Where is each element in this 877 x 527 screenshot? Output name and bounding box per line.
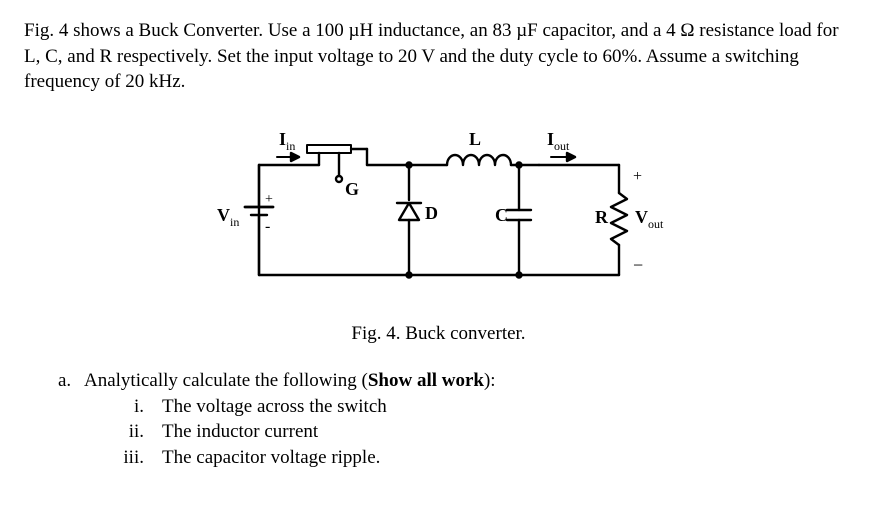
vin-minus: - xyxy=(265,218,270,235)
sub-num: i. xyxy=(100,394,162,420)
sub-item: i. The voltage across the switch xyxy=(100,394,853,420)
vin-plus: + xyxy=(265,192,273,207)
label-g: G xyxy=(345,179,359,199)
label-l: L xyxy=(468,129,480,149)
label-d: D xyxy=(425,203,438,223)
label-r: R xyxy=(595,207,609,227)
vout-plus: + xyxy=(633,168,642,185)
question-letter: a. xyxy=(58,368,84,394)
label-iout: Iout xyxy=(547,129,570,153)
figure-buck-converter: Iin Iout L Vin + - G D C R Vout + − xyxy=(24,115,853,313)
sub-num: ii. xyxy=(100,419,162,445)
sub-text: The inductor current xyxy=(162,419,318,445)
problem-statement: Fig. 4 shows a Buck Converter. Use a 100… xyxy=(24,18,844,95)
vout-minus: − xyxy=(633,255,643,275)
figure-caption: Fig. 4. Buck converter. xyxy=(24,321,853,347)
question-a: a. Analytically calculate the following … xyxy=(58,368,853,394)
sub-text: The capacitor voltage ripple. xyxy=(162,445,380,471)
question-stem: Analytically calculate the following (Sh… xyxy=(84,368,496,394)
sub-item: iii. The capacitor voltage ripple. xyxy=(100,445,853,471)
label-vin: Vin xyxy=(217,205,239,229)
buck-converter-schematic: Iin Iout L Vin + - G D C R Vout + − xyxy=(199,115,679,305)
question-sublist: i. The voltage across the switch ii. The… xyxy=(100,394,853,471)
sub-num: iii. xyxy=(100,445,162,471)
label-vout: Vout xyxy=(635,207,664,231)
sub-text: The voltage across the switch xyxy=(162,394,387,420)
label-c: C xyxy=(495,205,508,225)
label-iin: Iin xyxy=(279,129,295,153)
sub-item: ii. The inductor current xyxy=(100,419,853,445)
